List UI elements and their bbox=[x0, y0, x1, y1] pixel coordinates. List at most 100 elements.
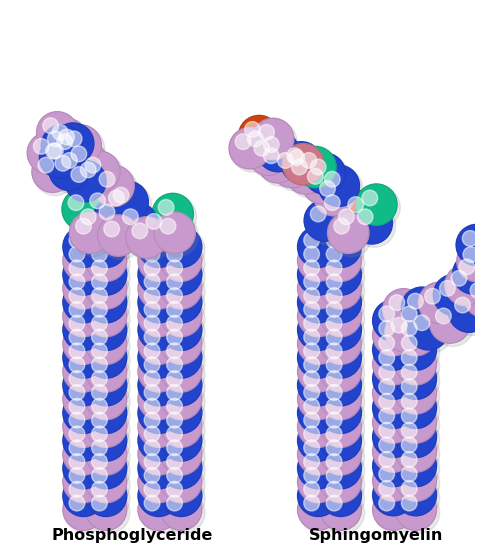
Circle shape bbox=[433, 274, 475, 316]
Circle shape bbox=[320, 461, 362, 503]
Circle shape bbox=[63, 351, 104, 392]
Circle shape bbox=[326, 440, 342, 455]
Circle shape bbox=[161, 240, 202, 281]
Circle shape bbox=[447, 267, 490, 309]
Circle shape bbox=[85, 448, 127, 489]
Circle shape bbox=[69, 384, 85, 400]
Circle shape bbox=[235, 134, 251, 150]
Circle shape bbox=[397, 346, 440, 388]
Circle shape bbox=[63, 337, 104, 378]
Circle shape bbox=[304, 343, 319, 359]
Circle shape bbox=[92, 301, 107, 317]
Circle shape bbox=[297, 406, 339, 447]
Circle shape bbox=[138, 489, 179, 530]
Circle shape bbox=[65, 477, 107, 520]
Circle shape bbox=[470, 283, 486, 298]
Circle shape bbox=[85, 392, 127, 433]
Circle shape bbox=[397, 433, 440, 475]
Circle shape bbox=[297, 434, 339, 475]
Circle shape bbox=[48, 143, 63, 159]
Circle shape bbox=[326, 481, 342, 497]
Circle shape bbox=[289, 150, 304, 166]
Circle shape bbox=[395, 475, 437, 516]
Circle shape bbox=[344, 193, 386, 235]
Circle shape bbox=[65, 339, 107, 381]
Circle shape bbox=[163, 450, 205, 492]
Circle shape bbox=[163, 477, 205, 520]
Circle shape bbox=[167, 440, 182, 455]
Circle shape bbox=[389, 295, 405, 311]
Circle shape bbox=[102, 184, 144, 226]
Circle shape bbox=[62, 152, 77, 168]
Circle shape bbox=[451, 293, 490, 336]
Circle shape bbox=[144, 233, 160, 248]
Circle shape bbox=[408, 293, 423, 309]
Circle shape bbox=[92, 440, 107, 455]
Circle shape bbox=[167, 343, 182, 359]
Circle shape bbox=[401, 481, 417, 496]
Circle shape bbox=[141, 477, 182, 520]
Circle shape bbox=[479, 240, 490, 281]
Circle shape bbox=[161, 351, 202, 392]
Circle shape bbox=[161, 365, 202, 406]
Circle shape bbox=[395, 372, 437, 414]
Circle shape bbox=[167, 398, 182, 414]
Circle shape bbox=[297, 268, 339, 309]
Circle shape bbox=[92, 426, 107, 442]
Circle shape bbox=[482, 242, 490, 284]
Circle shape bbox=[326, 398, 342, 414]
Circle shape bbox=[322, 256, 365, 299]
Circle shape bbox=[163, 256, 205, 299]
Circle shape bbox=[154, 212, 195, 254]
Circle shape bbox=[297, 420, 339, 461]
Circle shape bbox=[401, 364, 417, 380]
Circle shape bbox=[88, 312, 130, 354]
Circle shape bbox=[69, 398, 85, 414]
Circle shape bbox=[141, 339, 182, 381]
Circle shape bbox=[65, 492, 107, 534]
Circle shape bbox=[88, 284, 130, 326]
Circle shape bbox=[326, 371, 342, 387]
Circle shape bbox=[375, 419, 417, 461]
Circle shape bbox=[401, 422, 417, 438]
Circle shape bbox=[373, 315, 414, 356]
Circle shape bbox=[388, 314, 430, 356]
Circle shape bbox=[67, 163, 109, 205]
Circle shape bbox=[326, 301, 342, 317]
Circle shape bbox=[76, 205, 119, 248]
Circle shape bbox=[32, 151, 73, 192]
Circle shape bbox=[456, 224, 490, 266]
Circle shape bbox=[39, 137, 81, 178]
Circle shape bbox=[379, 379, 394, 394]
Circle shape bbox=[85, 489, 127, 530]
Circle shape bbox=[69, 357, 85, 372]
Circle shape bbox=[99, 172, 115, 187]
Circle shape bbox=[163, 436, 205, 478]
Circle shape bbox=[163, 243, 205, 284]
Circle shape bbox=[161, 406, 202, 447]
Circle shape bbox=[141, 409, 182, 450]
Circle shape bbox=[163, 381, 205, 423]
Circle shape bbox=[304, 315, 319, 331]
Circle shape bbox=[69, 343, 85, 359]
Circle shape bbox=[141, 492, 182, 534]
Circle shape bbox=[379, 495, 394, 511]
Circle shape bbox=[304, 371, 319, 387]
Circle shape bbox=[88, 367, 130, 409]
Circle shape bbox=[69, 260, 85, 276]
Circle shape bbox=[297, 295, 339, 337]
Circle shape bbox=[397, 332, 440, 373]
Circle shape bbox=[322, 436, 365, 478]
Circle shape bbox=[156, 214, 198, 257]
Circle shape bbox=[141, 312, 182, 354]
Circle shape bbox=[46, 143, 61, 159]
Circle shape bbox=[85, 240, 127, 281]
Circle shape bbox=[92, 246, 107, 262]
Circle shape bbox=[455, 255, 490, 298]
Circle shape bbox=[69, 233, 85, 248]
Circle shape bbox=[320, 254, 362, 295]
Circle shape bbox=[322, 339, 365, 381]
Circle shape bbox=[383, 289, 424, 330]
Circle shape bbox=[141, 381, 182, 423]
Circle shape bbox=[229, 128, 270, 169]
